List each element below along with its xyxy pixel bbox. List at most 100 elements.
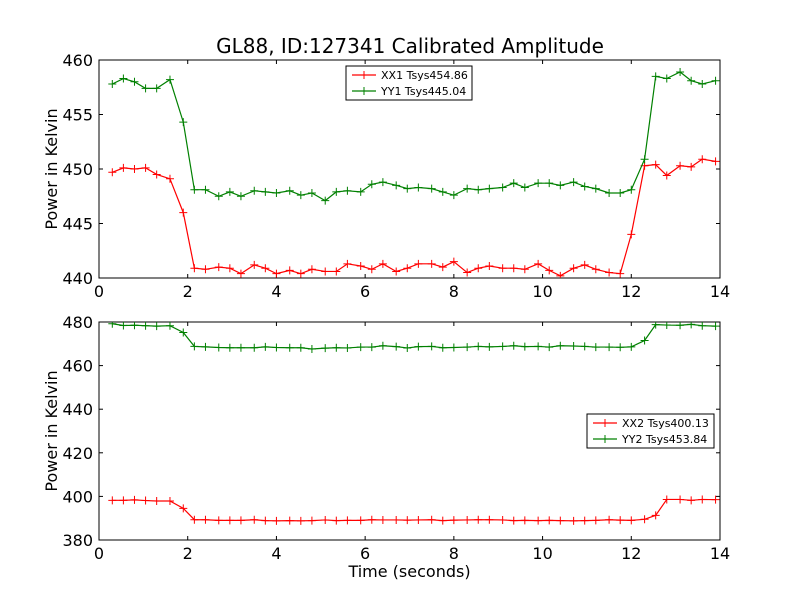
data-point	[321, 267, 330, 276]
data-point	[403, 516, 412, 525]
data-point	[378, 178, 387, 187]
data-point	[651, 160, 660, 169]
data-point	[414, 259, 423, 268]
y-tick-label: 460	[62, 357, 93, 376]
x-tick-label: 8	[449, 544, 459, 563]
data-point	[356, 187, 365, 196]
data-point	[367, 265, 376, 274]
data-point	[676, 322, 685, 330]
data-point	[485, 515, 494, 524]
x-tick-label: 14	[710, 544, 730, 563]
x-axis-label: Time (seconds)	[347, 562, 470, 581]
data-point	[676, 67, 685, 76]
legend: XX1 Tsys454.86 YY1 Tsys445.04	[345, 65, 473, 101]
x-tick-label: 8	[449, 282, 459, 301]
y-tick-label: 445	[62, 215, 93, 234]
data-point	[119, 496, 128, 505]
data-point	[356, 343, 365, 352]
axes-frame	[98, 321, 721, 541]
data-point	[545, 343, 554, 352]
data-point	[165, 75, 174, 84]
data-point	[463, 268, 472, 277]
data-point	[640, 336, 649, 345]
data-point	[591, 184, 600, 193]
data-point	[201, 185, 210, 194]
data-point	[296, 343, 305, 352]
data-point	[711, 157, 720, 166]
data-point	[285, 343, 294, 352]
data-point	[190, 515, 199, 524]
data-point	[438, 516, 447, 525]
data-point	[463, 515, 472, 524]
data-point	[616, 343, 625, 352]
y-tick-label: 455	[62, 106, 93, 125]
data-point	[165, 174, 174, 183]
legend-entry: XX1 Tsys454.86	[381, 69, 468, 82]
data-point	[414, 342, 423, 351]
data-point	[250, 186, 259, 195]
data-point	[108, 496, 117, 505]
chart-title: GL88, ID:127341 Calibrated Amplitude	[216, 34, 604, 58]
data-point	[662, 171, 671, 180]
data-point	[627, 342, 636, 351]
data-point	[449, 257, 458, 266]
data-point	[321, 344, 330, 353]
data-point	[152, 170, 161, 179]
data-point	[236, 192, 245, 201]
x-tick-label: 4	[271, 544, 281, 563]
x-tick-label: 4	[271, 282, 281, 301]
data-point	[509, 341, 518, 350]
data-point	[427, 184, 436, 193]
data-point	[392, 267, 401, 276]
data-point	[141, 496, 150, 505]
data-point	[427, 259, 436, 268]
data-point	[591, 516, 600, 525]
data-point	[711, 76, 720, 85]
x-tick-label: 6	[360, 282, 370, 301]
data-point	[201, 265, 210, 274]
data-point	[285, 516, 294, 525]
data-point	[392, 515, 401, 524]
data-point	[307, 265, 316, 274]
legend-entry: XX2 Tsys400.13	[622, 417, 709, 430]
data-point	[569, 341, 578, 350]
data-point	[545, 266, 554, 275]
data-point	[343, 259, 352, 268]
data-point	[130, 322, 139, 330]
data-point	[627, 185, 636, 194]
data-point	[332, 187, 341, 196]
data-point	[662, 495, 671, 504]
data-point	[605, 188, 614, 197]
data-point	[356, 262, 365, 271]
data-point	[108, 168, 117, 177]
data-point	[580, 182, 589, 191]
data-point	[141, 163, 150, 172]
data-point	[378, 515, 387, 524]
data-point	[261, 264, 270, 273]
data-point	[225, 187, 234, 196]
data-point	[438, 263, 447, 272]
data-point	[152, 84, 161, 93]
data-point	[509, 179, 518, 188]
data-point	[343, 516, 352, 525]
data-point	[392, 342, 401, 351]
data-point	[627, 230, 636, 239]
data-point	[250, 343, 259, 352]
data-point	[130, 77, 139, 86]
data-point	[343, 186, 352, 195]
y-tick-label: 480	[62, 313, 93, 332]
y-axis-label: Power in Kelvin	[42, 108, 61, 229]
data-point	[498, 515, 507, 524]
data-point	[605, 343, 614, 352]
data-point	[438, 343, 447, 352]
data-point	[687, 76, 696, 85]
data-point	[474, 342, 483, 351]
data-point	[580, 260, 589, 269]
x-tick-label: 12	[621, 544, 641, 563]
data-point	[236, 269, 245, 278]
x-tick-label: 0	[94, 282, 104, 301]
data-point	[119, 163, 128, 172]
data-point	[179, 208, 188, 217]
data-point	[225, 516, 234, 525]
